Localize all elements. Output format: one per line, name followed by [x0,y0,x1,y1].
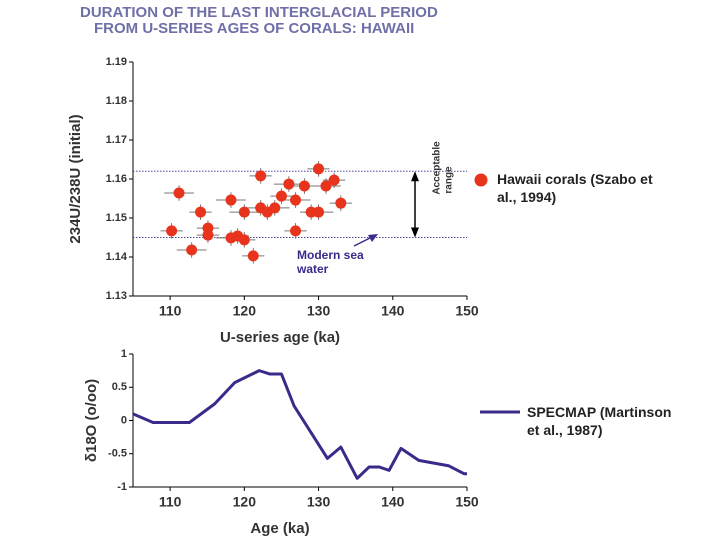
x-tick-label: 140 [381,303,405,319]
point [335,197,347,209]
point [238,206,250,218]
y-tick-label: -1 [117,481,127,493]
y-tick-label: 1.14 [106,251,128,263]
point [275,190,287,202]
point [195,206,207,218]
y-tick-label: 1.19 [106,56,127,68]
point [313,163,325,175]
point [320,180,332,192]
point [202,229,214,241]
x-axis-label: Age (ka) [250,520,309,537]
legend-label: Hawaii corals (Szabo et al., 1994) [497,171,653,205]
annotation: range [444,166,455,194]
y-tick-label: 1 [121,348,127,360]
point [290,225,302,237]
x-tick-label: 130 [307,303,331,319]
annotation: Modern sea [297,248,364,262]
legend-label: SPECMAP (Martinson et al., 1987) [527,404,672,438]
y-tick-label: 1.13 [106,290,127,302]
y-tick-label: 1.18 [106,95,127,107]
annotation-arrow [353,236,373,247]
chart-title: DURATION OF THE LAST INTERGLACIAL PERIOD [80,4,438,21]
y-tick-label: 1.15 [106,212,127,224]
y-axis-label: δ18O (o/oo) [83,379,100,462]
legend-marker [474,173,488,187]
point [298,180,310,192]
x-tick-label: 120 [233,303,257,319]
point [186,244,198,256]
annotation: Acceptable [432,141,443,195]
point [269,202,281,214]
point [247,250,259,262]
annotation: water [296,262,329,276]
y-tick-label: 1.17 [106,134,127,146]
y-tick-label: 0.5 [112,381,127,393]
point [238,234,250,246]
y-axis-label: 234U/238U (initial) [67,114,84,243]
y-tick-label: 1.16 [106,173,127,185]
point [290,194,302,206]
x-tick-label: 150 [455,494,479,510]
point [173,187,185,199]
y-tick-label: 0 [121,414,127,426]
x-tick-label: 120 [233,494,257,510]
x-tick-label: 150 [455,303,479,319]
x-tick-label: 110 [159,494,182,510]
y-tick-label: -0.5 [108,448,127,460]
point [255,170,267,182]
x-tick-label: 130 [307,494,331,510]
point [283,178,295,190]
point [328,174,340,186]
x-axis-label: U-series age (ka) [220,329,340,346]
line [132,369,467,480]
chart-title: FROM U-SERIES AGES OF CORALS: HAWAII [94,20,414,37]
x-tick-label: 140 [381,494,405,510]
arrow-head [368,234,378,242]
point [313,206,325,218]
point [166,225,178,237]
point [225,194,237,206]
x-tick-label: 110 [159,303,182,319]
